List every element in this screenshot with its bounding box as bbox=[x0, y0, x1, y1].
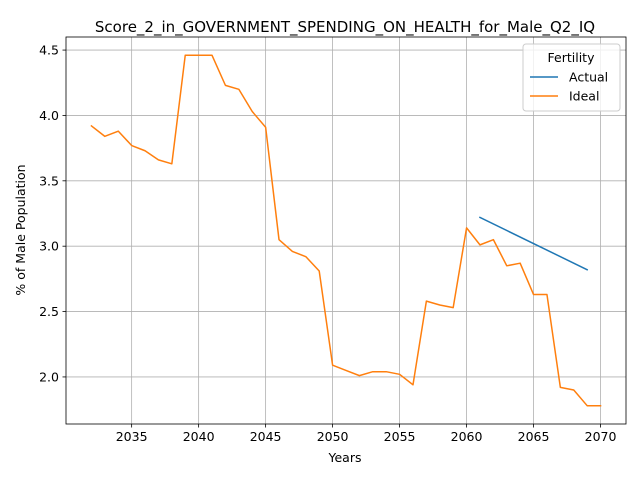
series-line-actual bbox=[478, 216, 589, 271]
plot-area-frame bbox=[65, 36, 627, 425]
x-tick-label: 2045 bbox=[250, 429, 282, 444]
y-tick-label: 2.5 bbox=[39, 304, 59, 319]
y-tick-label: 3.0 bbox=[39, 239, 59, 254]
series-line-ideal bbox=[90, 54, 602, 407]
x-tick-label: 2070 bbox=[585, 429, 617, 444]
chart-title: Score_2_in_GOVERNMENT_SPENDING_ON_HEALTH… bbox=[95, 18, 595, 37]
x-tick-label: 2040 bbox=[183, 429, 215, 444]
legend-label-actual: Actual bbox=[569, 70, 608, 85]
axis-ticks: 2035 2040 2045 2050 2055 2060 2065 2070 2.0 2.5 3.… bbox=[39, 43, 616, 444]
x-axis-label: Years bbox=[328, 450, 362, 465]
legend: Fertility Actual Ideal bbox=[522, 43, 621, 112]
x-tick-label: 2050 bbox=[317, 429, 349, 444]
y-tick-label: 2.0 bbox=[39, 369, 59, 384]
legend-label-ideal: Ideal bbox=[569, 89, 599, 104]
x-tick-label: 2035 bbox=[116, 429, 148, 444]
x-tick-label: 2065 bbox=[518, 429, 550, 444]
legend-title: Fertility bbox=[548, 50, 596, 65]
y-tick-label: 3.5 bbox=[39, 173, 59, 188]
y-tick-label: 4.5 bbox=[39, 43, 59, 58]
x-tick-label: 2055 bbox=[384, 429, 416, 444]
x-tick-label: 2060 bbox=[451, 429, 483, 444]
y-axis-label: % of Male Population bbox=[13, 164, 28, 295]
y-tick-label: 4.0 bbox=[39, 108, 59, 123]
series-lines bbox=[90, 54, 602, 407]
legend-box bbox=[522, 43, 621, 112]
